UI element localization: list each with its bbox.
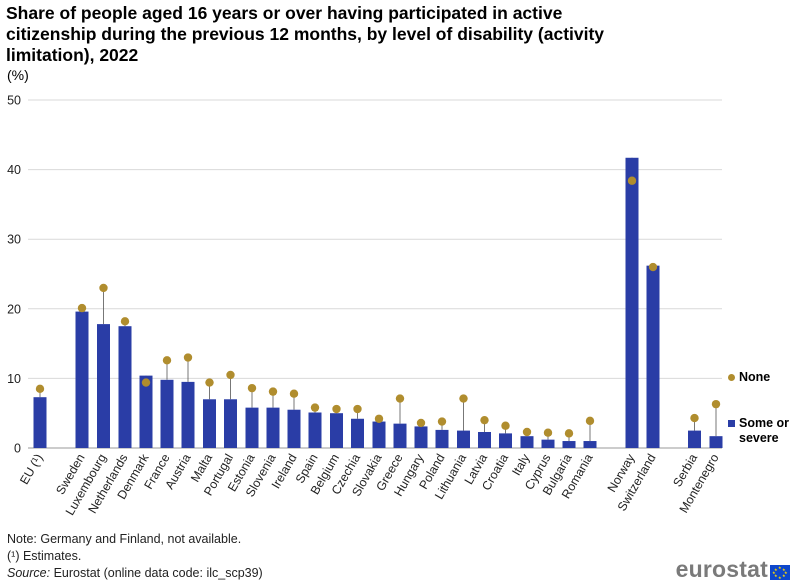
bar-some-or-severe <box>330 413 343 448</box>
legend-none-label: None <box>739 370 771 384</box>
dot-none <box>395 394 405 403</box>
dot-none <box>690 413 699 423</box>
bar-some-or-severe <box>457 430 470 448</box>
y-axis-unit: (%) <box>7 67 29 83</box>
dot-none <box>205 378 214 387</box>
bar-some-or-severe <box>393 423 407 448</box>
bar-some-or-severe <box>224 399 237 448</box>
bar-some-or-severe <box>118 326 132 448</box>
bar-some-or-severe <box>33 397 47 448</box>
dot-none <box>585 416 595 426</box>
dot-none <box>268 387 278 396</box>
bar-some-or-severe <box>520 436 534 448</box>
bar-some-or-severe <box>75 311 89 448</box>
bar-some-or-severe <box>287 409 301 448</box>
note-estimates: (¹) Estimates. <box>7 549 82 563</box>
bar-some-or-severe <box>245 407 259 448</box>
y-tick-label: 0 <box>14 442 21 456</box>
dot-none <box>501 421 510 430</box>
legend-some-marker <box>728 420 735 427</box>
y-tick-label: 20 <box>7 302 21 316</box>
bar-some-or-severe <box>478 431 491 448</box>
y-tick-label: 30 <box>7 233 21 247</box>
dot-none <box>416 418 426 428</box>
eu-flag-icon: ★ ★ ★ ★ ★ ★ ★ ★ <box>770 565 790 580</box>
dot-none <box>226 370 235 380</box>
dot-none <box>247 383 257 393</box>
bar-some-or-severe <box>203 399 216 448</box>
bar-some-or-severe <box>709 436 723 448</box>
dot-none <box>522 427 532 437</box>
bar-some-or-severe <box>97 324 110 448</box>
note-source: Source: Eurostat (online data code: ilc_… <box>7 566 263 580</box>
note-countries: Note: Germany and Finland, not available… <box>7 532 242 546</box>
bar-some-or-severe <box>646 265 660 448</box>
dot-none <box>374 414 384 423</box>
source-text: Eurostat (online data code: ilc_scp39) <box>50 566 263 580</box>
dot-none <box>353 404 362 414</box>
y-tick-label: 40 <box>7 163 21 177</box>
bar-some-or-severe <box>160 379 174 448</box>
dot-none <box>711 399 721 409</box>
dot-none <box>289 389 299 398</box>
bar-some-or-severe <box>562 441 576 448</box>
y-tick-label: 50 <box>7 94 21 108</box>
bar-some-or-severe <box>266 407 280 448</box>
dot-none <box>437 417 447 426</box>
dot-none <box>162 356 172 365</box>
source-label: Source: <box>7 566 51 580</box>
eurostat-logo-text: eurostat <box>675 556 768 582</box>
y-tick-label: 10 <box>7 372 21 386</box>
dot-none <box>310 403 320 412</box>
dot-none <box>77 303 87 313</box>
chart-title: Share of people aged 16 years or over ha… <box>6 3 605 65</box>
x-tick-label: EU (¹) <box>17 452 46 487</box>
bar-some-or-severe <box>541 439 555 448</box>
dot-none <box>543 428 553 437</box>
legend-none-marker <box>728 374 735 381</box>
bar-some-or-severe <box>139 375 153 448</box>
bar-some-or-severe <box>372 421 386 448</box>
bar-some-or-severe <box>499 433 512 448</box>
dot-none <box>459 394 468 403</box>
legend-some-label: Some or severe <box>739 416 790 445</box>
bar-some-or-severe <box>688 430 701 448</box>
dot-none <box>141 378 151 387</box>
dot-none <box>183 353 193 362</box>
bar-some-or-severe <box>181 381 195 448</box>
dot-none <box>564 429 574 438</box>
dot-none <box>480 415 489 425</box>
dot-none <box>648 262 658 272</box>
bar-some-or-severe <box>414 426 428 448</box>
dot-none <box>99 283 108 293</box>
bar-some-or-severe <box>351 418 364 448</box>
dot-none <box>35 384 45 394</box>
bar-some-or-severe <box>625 157 639 448</box>
dot-none <box>120 317 130 326</box>
dot-none <box>332 404 341 414</box>
dot-none <box>627 176 637 185</box>
bar-some-or-severe <box>435 429 449 448</box>
bar-some-or-severe <box>308 412 322 448</box>
bar-some-or-severe <box>583 441 597 448</box>
